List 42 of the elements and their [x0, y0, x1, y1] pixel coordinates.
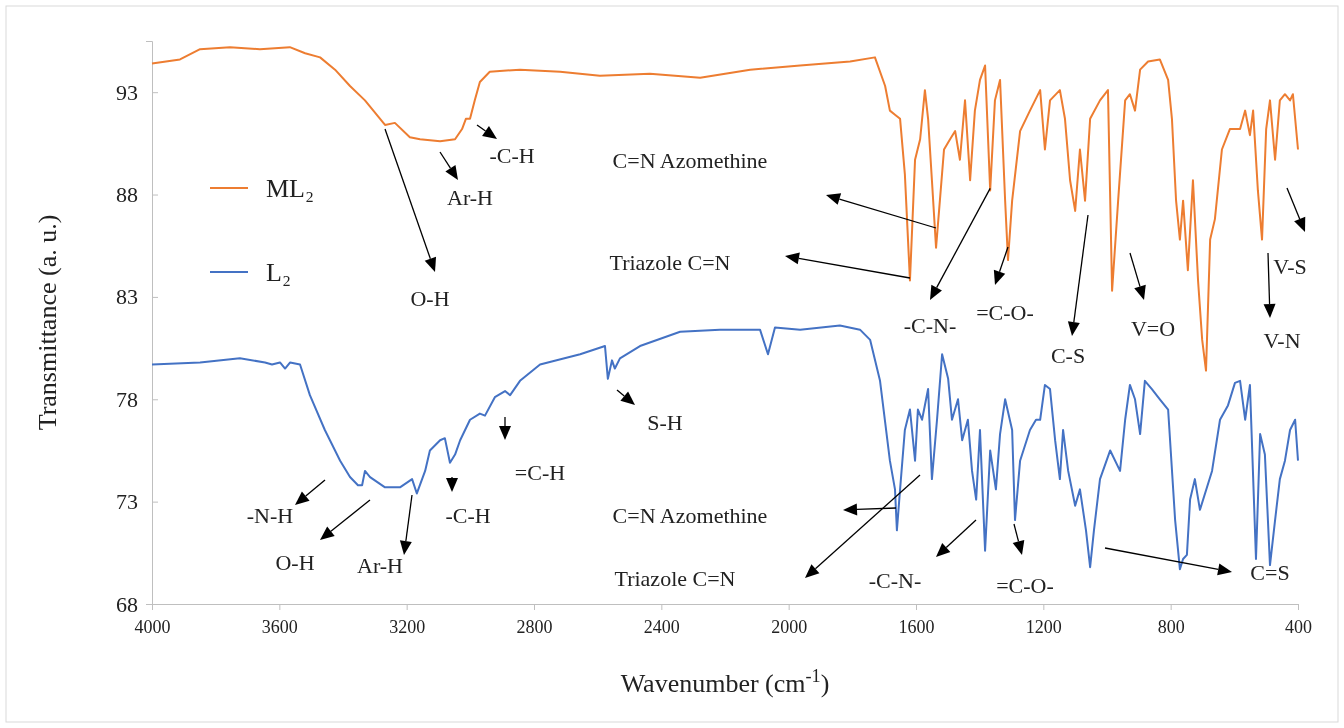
x-tick-label: 2400 — [643, 616, 680, 637]
annotation: -N-H — [246, 502, 294, 528]
y-tick-label: 73 — [116, 489, 138, 515]
x-tick-label: 400 — [1285, 616, 1312, 637]
annotation: Triazole C=N — [614, 565, 736, 591]
annotation: =C-O- — [976, 299, 1034, 325]
annotation: V-S — [1273, 253, 1307, 279]
annotation: C=S — [1250, 559, 1290, 585]
x-tick-label: 800 — [1157, 616, 1185, 637]
annotation: V=O — [1130, 315, 1176, 341]
annotation: =C-H — [514, 459, 566, 485]
y-tick-label: 93 — [116, 79, 138, 105]
legend-label: L₂ — [266, 258, 291, 288]
annotation: C=N Azomethine — [612, 147, 768, 173]
legend-label: ML₂ — [266, 174, 315, 204]
x-tick-label: 2000 — [771, 616, 808, 637]
annotation: Ar-H — [447, 184, 494, 210]
annotation: =C-O- — [996, 572, 1054, 598]
x-tick-label: 4000 — [134, 616, 171, 637]
annotation: -C-H — [489, 142, 535, 168]
annotation: O-H — [410, 285, 450, 311]
annotation: O-H — [275, 549, 315, 575]
y-tick-label: 83 — [116, 284, 138, 310]
annotation: -C-N- — [868, 567, 922, 593]
annotation: V-N — [1263, 327, 1301, 353]
y-tick-label: 68 — [116, 591, 138, 617]
annotation: Ar-H — [357, 552, 404, 578]
annotation: C-S — [1050, 342, 1086, 368]
y-axis-title: Transmittance (a. u.) — [33, 214, 62, 431]
x-tick-label: 3200 — [389, 616, 426, 637]
annotation: -C-H — [445, 502, 491, 528]
annotation: Triazole C=N — [609, 249, 731, 275]
x-tick-label: 3600 — [261, 616, 298, 637]
annotation: -C-N- — [903, 312, 957, 338]
x-tick-label: 2800 — [516, 616, 553, 637]
y-tick-label: 88 — [116, 182, 138, 208]
x-tick-label: 1600 — [898, 616, 935, 637]
y-tick-label: 78 — [116, 386, 138, 412]
x-tick-label: 1200 — [1025, 616, 1062, 637]
annotation: S-H — [647, 409, 683, 435]
x-axis-title: Wavenumber (cm$^{-1}$) — [620, 666, 830, 698]
annotation: C=N Azomethine — [612, 502, 768, 528]
